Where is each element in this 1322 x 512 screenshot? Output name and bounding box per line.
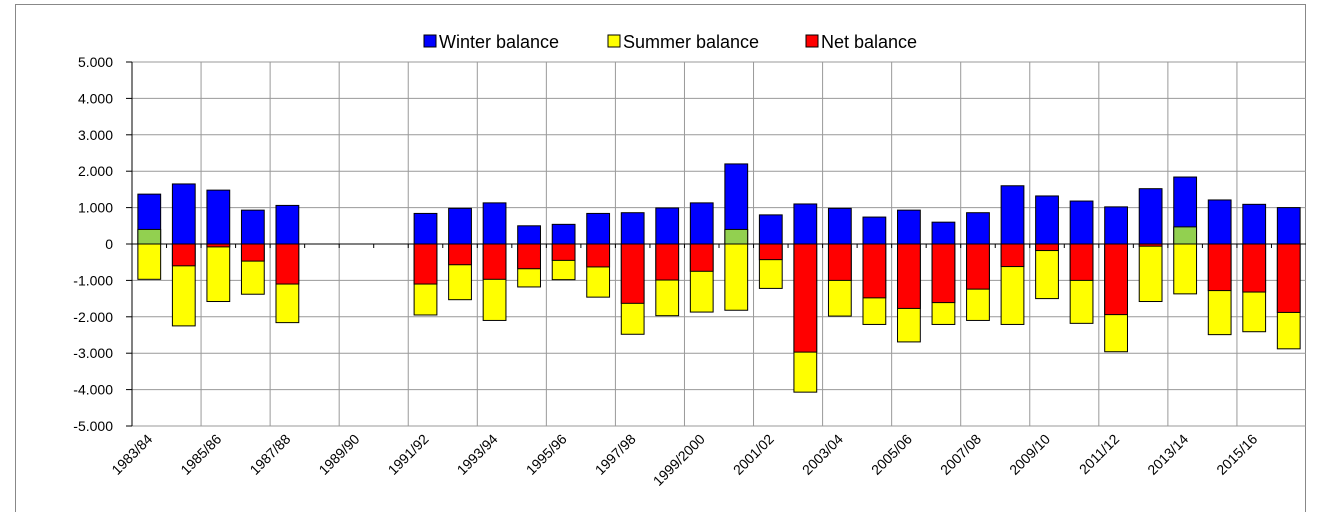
- bar: [655, 243, 680, 281]
- bar: [724, 228, 749, 245]
- bar: [448, 243, 472, 266]
- bar: [517, 243, 541, 270]
- y-tick-label: -2.000: [73, 309, 113, 325]
- bar: [1069, 200, 1094, 245]
- bar: [482, 243, 507, 280]
- x-tick-label: 2005/06: [868, 431, 915, 478]
- bar: [655, 207, 680, 245]
- x-tick-label: 1985/86: [177, 431, 224, 478]
- bar: [1000, 243, 1025, 268]
- x-tick-label: 1997/98: [592, 431, 639, 478]
- y-tick-label: -5.000: [73, 418, 113, 434]
- bar: [240, 209, 265, 245]
- x-tick-label: 2013/14: [1144, 431, 1191, 478]
- bar: [206, 243, 231, 303]
- x-tick-label: 1989/90: [315, 431, 362, 478]
- y-tick-label: 4.000: [78, 90, 113, 106]
- bar: [931, 221, 956, 245]
- bar: [689, 202, 714, 245]
- bar: [620, 243, 645, 304]
- bar: [1173, 226, 1198, 245]
- bar: [448, 207, 472, 245]
- x-tick-label: 1991/92: [385, 431, 432, 478]
- bar: [1035, 243, 1059, 252]
- bar: [1035, 243, 1059, 300]
- x-tick-label: 1987/88: [246, 431, 293, 478]
- bar: [897, 243, 921, 309]
- bar: [758, 243, 783, 261]
- y-tick-label: 2.000: [78, 163, 113, 179]
- y-tick-label: -1.000: [73, 272, 113, 288]
- bar: [724, 243, 749, 311]
- y-tick-label: -3.000: [73, 345, 113, 361]
- legend-swatch: [607, 34, 621, 48]
- bar: [966, 243, 990, 290]
- bar: [1138, 243, 1163, 303]
- bar: [758, 214, 783, 245]
- bar: [689, 243, 714, 272]
- x-tick-label: 1999/2000: [650, 431, 708, 489]
- x-tick-label: 2011/12: [1076, 431, 1123, 478]
- bar: [586, 243, 611, 268]
- chart-border: [15, 4, 1306, 512]
- bar: [931, 243, 956, 304]
- bar: [862, 216, 887, 245]
- bar: [862, 243, 887, 299]
- y-tick-label: 3.000: [78, 127, 113, 143]
- bar: [897, 209, 921, 245]
- bar: [171, 243, 196, 267]
- bar: [137, 228, 162, 245]
- bar: [793, 243, 818, 353]
- bar: [1035, 195, 1059, 245]
- y-tick-label: 5.000: [78, 54, 113, 70]
- bar: [1173, 243, 1198, 295]
- bar: [966, 212, 990, 245]
- bar: [275, 243, 300, 285]
- bar: [517, 225, 541, 245]
- bar: [1000, 185, 1025, 245]
- y-tick-label: -4.000: [73, 382, 113, 398]
- bar: [240, 243, 265, 262]
- legend-label: Net balance: [821, 32, 917, 52]
- bar: [275, 204, 300, 245]
- bar: [551, 223, 576, 245]
- bar: [482, 202, 507, 245]
- bar: [1104, 243, 1128, 316]
- bar: [413, 212, 438, 245]
- bar: [1276, 207, 1301, 245]
- x-tick-label: 2007/08: [937, 431, 984, 478]
- bar: [1242, 243, 1267, 293]
- bar: [1207, 199, 1232, 245]
- bar: [1242, 203, 1267, 245]
- bar: [1138, 188, 1163, 245]
- y-tick-label: 0: [105, 236, 113, 252]
- bar: [171, 183, 196, 245]
- bar: [827, 243, 852, 281]
- x-tick-label: 2009/10: [1006, 431, 1053, 478]
- bar: [620, 212, 645, 245]
- legend-label: Summer balance: [623, 32, 759, 52]
- x-tick-label: 1993/94: [454, 431, 501, 478]
- bar: [827, 207, 852, 245]
- bar: [586, 212, 611, 245]
- bar: [206, 189, 231, 245]
- bar: [551, 243, 576, 261]
- bar: [1207, 243, 1232, 292]
- y-tick-label: 1.000: [78, 200, 113, 216]
- x-tick-label: 2015/16: [1213, 431, 1260, 478]
- x-tick-label: 1995/96: [523, 431, 570, 478]
- bar: [1069, 243, 1094, 281]
- legend-label: Winter balance: [439, 32, 559, 52]
- bar: [413, 243, 438, 285]
- bar: [793, 203, 818, 245]
- x-tick-label: 2003/04: [799, 431, 846, 478]
- bar: [1104, 206, 1128, 245]
- bar: [137, 243, 162, 280]
- x-tick-label: 2001/02: [730, 431, 777, 478]
- legend-swatch: [423, 34, 437, 48]
- legend-swatch: [805, 34, 819, 48]
- bar: [1276, 243, 1301, 313]
- x-tick-label: 1983/84: [108, 431, 155, 478]
